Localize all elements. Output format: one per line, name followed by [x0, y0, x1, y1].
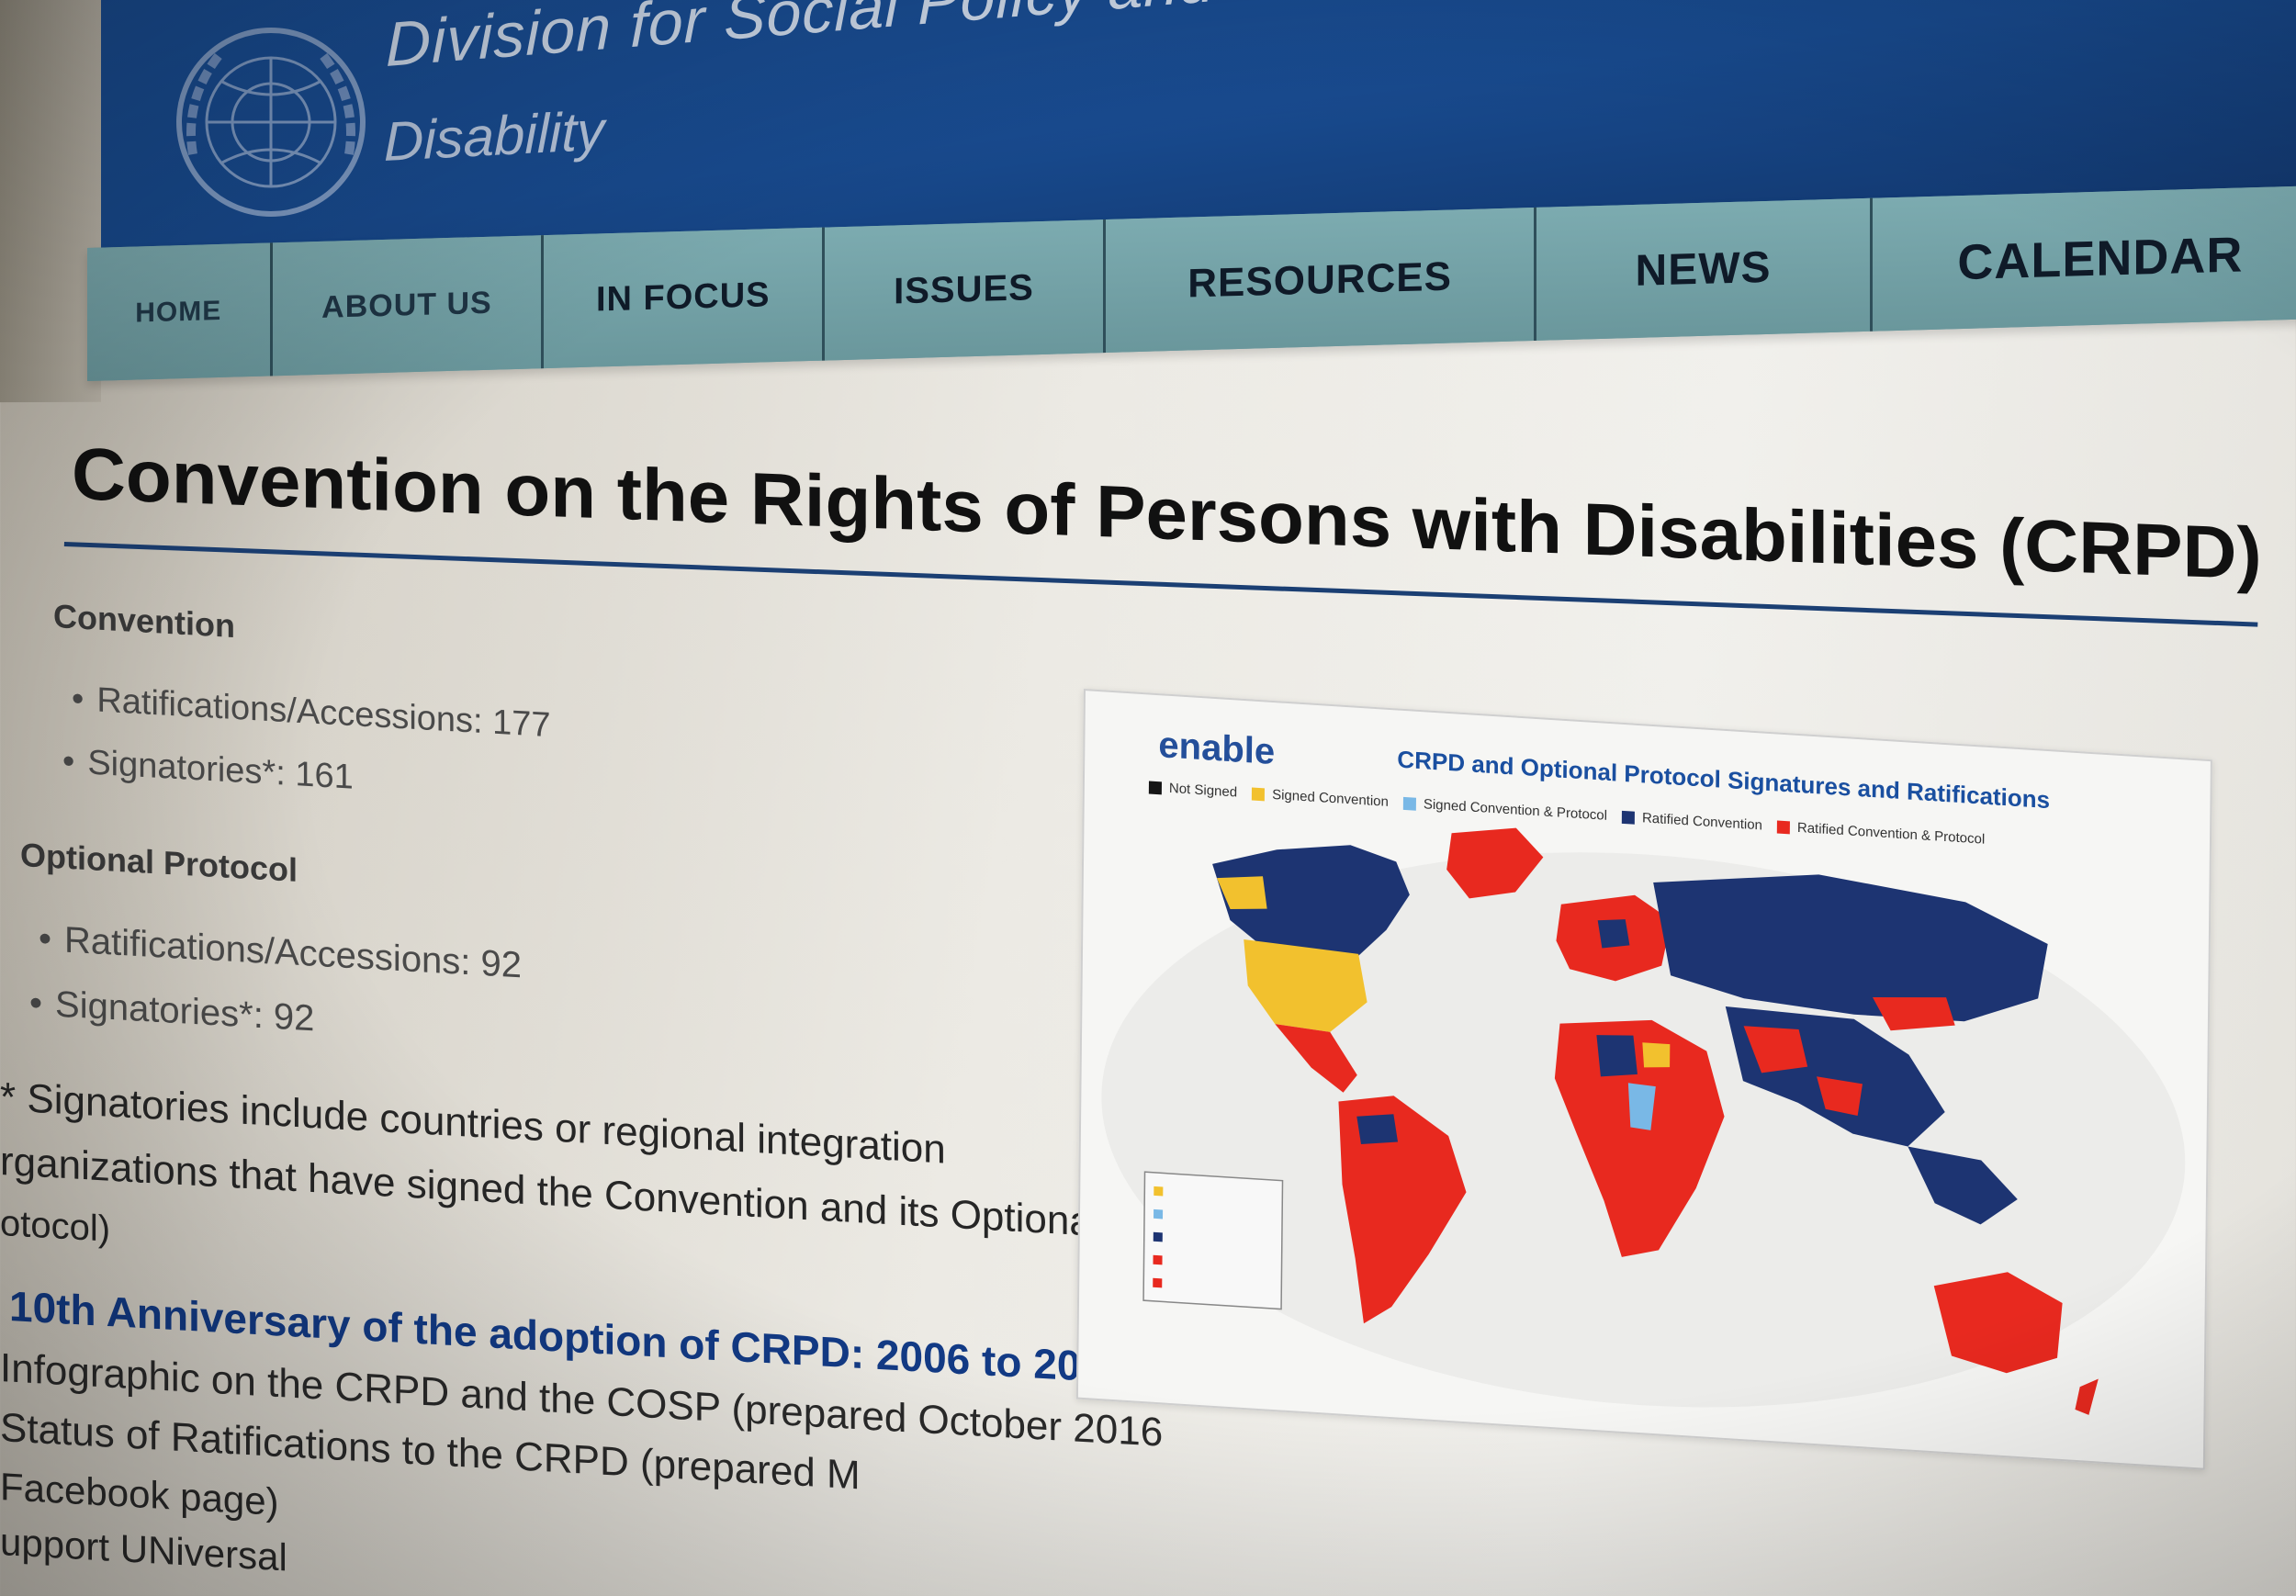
legend-swatch: [1252, 787, 1266, 801]
enable-logo: enable: [1158, 725, 1276, 773]
footnote-line-3: otocol): [0, 1203, 111, 1250]
nav-home[interactable]: HOME: [87, 242, 273, 381]
facebook-page-link[interactable]: Facebook page): [0, 1465, 279, 1523]
nav-in-focus[interactable]: IN FOCUS: [544, 227, 826, 369]
crpd-world-map[interactable]: enable CRPD and Optional Protocol Signat…: [1075, 689, 2212, 1470]
support-universal-link[interactable]: upport UNiversal: [0, 1520, 287, 1579]
convention-signatories: Signatories*: 161: [62, 742, 353, 798]
nav-resources[interactable]: RESOURCES: [1105, 207, 1537, 354]
un-emblem-logo[interactable]: [165, 17, 377, 228]
convention-ratifications: Ratifications/Accessions: 177: [72, 680, 550, 746]
legend-swatch: [1402, 796, 1416, 811]
legend-swatch: [1621, 810, 1636, 825]
legend-swatch: [1776, 819, 1791, 834]
optional-protocol-heading: Optional Protocol: [20, 836, 298, 889]
nav-issues[interactable]: ISSUES: [825, 219, 1106, 361]
convention-heading: Convention: [53, 597, 235, 646]
world-map-graphic: [1101, 827, 2186, 1415]
protocol-ratifications: Ratifications/Accessions: 92: [39, 918, 522, 986]
nav-calendar[interactable]: CALENDAR: [1872, 185, 2296, 332]
un-emblem-icon: [176, 28, 366, 217]
nav-about-us[interactable]: ABOUT US: [272, 235, 545, 377]
protocol-signatories: Signatories*: 92: [29, 983, 314, 1040]
legend-swatch: [1148, 780, 1162, 794]
nav-news[interactable]: NEWS: [1536, 197, 1873, 341]
